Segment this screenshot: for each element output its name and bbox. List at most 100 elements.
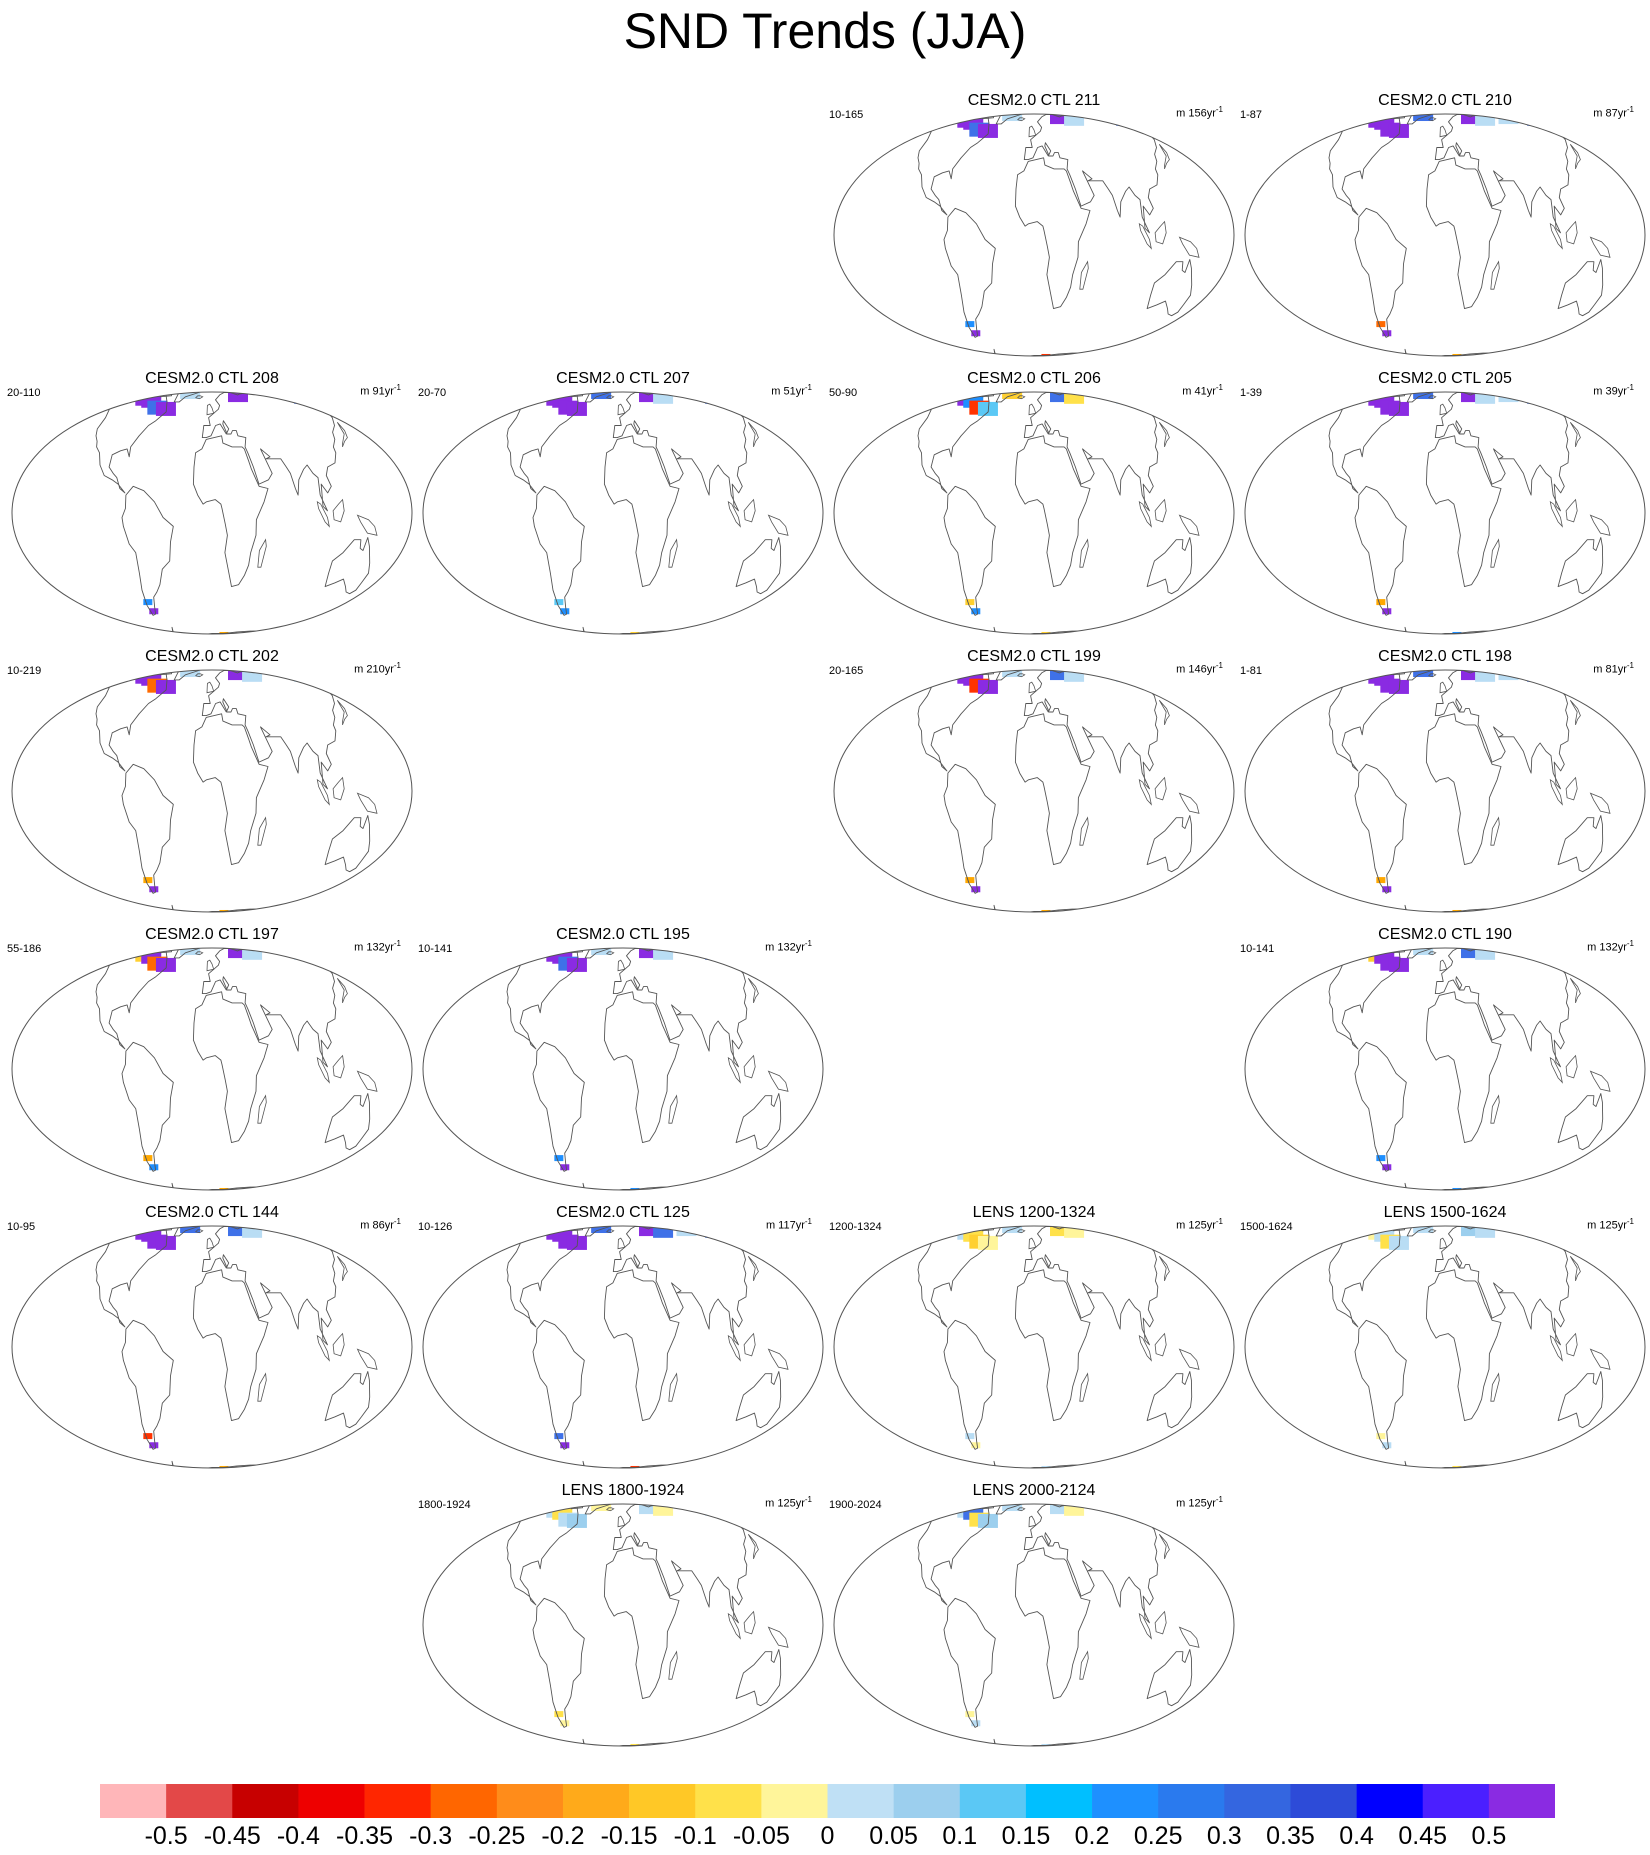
british-isles-outline [1439,681,1448,694]
antarctic-trend-cell [970,1468,1006,1472]
new-guinea-outline [356,1348,378,1370]
sumatra-outline [1549,1334,1563,1362]
borneo-outline [1154,220,1167,245]
new-zealand-outline [357,1145,381,1162]
antarctic-trend-cell [1003,912,1039,916]
antarctic-trend-cell [1364,1468,1400,1472]
antarctic-trend-cell [986,1746,1022,1750]
trend-speckle [267,1464,277,1468]
sumatra-outline [1138,1612,1152,1640]
trend-speckle [678,1742,688,1746]
arctic-trend-cell [1116,114,1137,126]
panel-year-range: 1-39 [1240,387,1263,399]
antarctic-trend-cell [592,1746,628,1750]
panel-unit-exponent: -1 [804,939,812,948]
antarctic-trend-cell [1497,1468,1533,1472]
trend-speckle [1382,1164,1392,1171]
world-map [1244,1225,1646,1472]
trend-speckle [1500,908,1510,912]
borneo-outline [1154,1332,1167,1357]
arctic-trend-cell [653,392,674,404]
british-isles-outline [1028,1237,1037,1250]
south-america-outline [1354,763,1407,894]
eurasia-outline [1434,1226,1570,1346]
colorbar-swatch [1158,1784,1225,1818]
panel-member-count: m 156yr-1 [1176,105,1223,120]
antarctic-trend-cell [181,634,217,638]
panel-member-count: m 125yr-1 [1176,1217,1223,1232]
trend-speckle [120,911,130,912]
antarctic-trend-cell [559,1468,595,1472]
panel-unit-exponent: -1 [804,1495,812,1504]
iceland-outline [195,673,204,678]
trend-speckle [1353,911,1363,912]
panel-year-range: 20-70 [418,387,447,399]
antarctic-trend-cell [214,1190,250,1194]
map-panel: CESM2.0 CTL 210 1-87 m 87yr-1 [1240,92,1650,360]
africa-outline [603,1269,680,1422]
map-panel: LENS 1500-1624 1500-1624 m 125yr-1 [1240,1204,1650,1472]
madagascar-outline [1490,1094,1500,1124]
eurasia-outline [1023,392,1159,512]
iceland-outline [1428,951,1437,956]
trend-speckle [149,886,159,893]
north-america-outline [915,392,990,494]
map-panel: LENS 1200-1324 1200-1324 m 125yr-1 [829,1204,1239,1472]
sumatra-outline [1549,222,1563,250]
panel-member-count-text: m 125yr [1587,1219,1627,1232]
antarctic-trend-cell [658,634,694,638]
british-isles-outline [617,1237,626,1250]
antarctic-trend-cell [542,1190,578,1194]
arctic-trend-cell [294,392,315,404]
borneo-outline [1154,498,1167,523]
panel-member-count: m 117yr-1 [766,1217,812,1232]
eurasia-outline [201,948,337,1068]
panel-title: CESM2.0 CTL 199 [967,648,1101,665]
trend-speckle [1041,1743,1051,1746]
antarctic-trend-cell [214,1468,250,1472]
iceland-outline [1428,1229,1437,1234]
arctic-trend-cell [1064,1504,1085,1516]
trend-speckle [149,1164,159,1171]
colorbar-swatch [1422,1784,1490,1818]
colorbar-swatch [1025,1784,1093,1818]
trend-speckle [678,1464,688,1468]
africa-outline [1014,713,1091,866]
antarctic-trend-cell [1019,634,1055,638]
eurasia-outline [1434,948,1570,1068]
trend-speckle [965,877,975,884]
greenland-outline [1406,114,1438,125]
antarctic-trend-cell [1069,634,1105,638]
trend-speckle [1353,355,1363,356]
map-panel: CESM2.0 CTL 198 1-81 m 81yr-1 [1240,648,1650,916]
antarctic-trend-cell [1069,912,1105,916]
australia-outline [1557,259,1604,317]
trend-speckle [219,1465,229,1468]
madagascar-outline [668,1650,678,1680]
antarctic-trend-cell [575,1468,611,1472]
sumatra-outline [316,778,330,806]
panel-year-range: 10-219 [7,665,42,677]
map-border [1244,947,1646,1191]
panel-title: CESM2.0 CTL 190 [1378,926,1512,943]
antarctic-trend-cell [1102,912,1138,916]
new-zealand-outline [1179,311,1203,328]
australia-outline [324,1093,371,1151]
trend-speckle [554,1155,564,1162]
colorbar-swatch [695,1784,762,1818]
antarctic-trend-cell [641,1190,677,1194]
trend-speckle [630,1743,640,1746]
arctic-trend-cell [1527,114,1548,126]
trend-speckle [1382,330,1392,337]
trend-speckle [963,354,973,356]
antarctic-trend-cell [148,634,184,638]
panel-title: LENS 1500-1624 [1383,1204,1507,1221]
antarctic-trend-cell [1381,1468,1417,1472]
trend-speckle [1089,630,1099,634]
antarctic-trend-cell [1397,1190,1433,1194]
iceland-outline [195,1229,204,1234]
trend-speckle [1500,352,1510,356]
borneo-outline [743,498,756,523]
trend-speckle [1376,877,1386,884]
trend-speckle [965,1711,975,1718]
